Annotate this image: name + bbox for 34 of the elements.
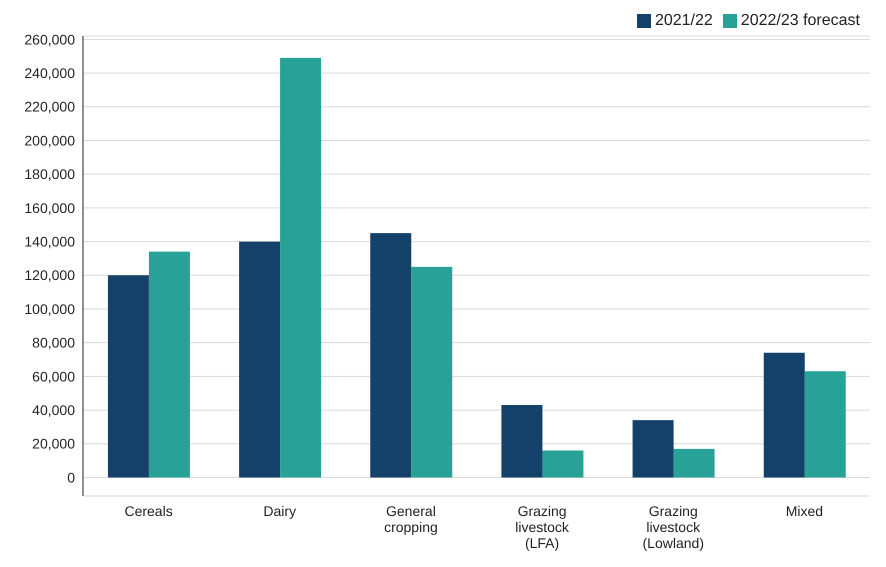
bar (674, 448, 715, 478)
bar (632, 420, 674, 478)
bar (542, 450, 584, 478)
x-tick-label: Cereals (124, 503, 173, 519)
x-tick-label: Grazing livestock (Lowland) (642, 503, 704, 551)
y-tick-label: 40,000 (32, 402, 76, 418)
bar (239, 242, 280, 478)
bar (370, 233, 412, 478)
x-tick-label: Dairy (263, 503, 296, 519)
y-tick-label: 240,000 (24, 65, 76, 82)
y-tick-label: 220,000 (24, 98, 76, 115)
y-tick-label: 200,000 (24, 132, 76, 148)
y-tick-label: 260,000 (24, 31, 76, 48)
bar (411, 266, 452, 478)
y-tick-label: 60,000 (32, 368, 76, 384)
y-tick-label: 180,000 (24, 166, 76, 182)
y-tick-label: 140,000 (24, 234, 76, 250)
y-tick-label: 100,000 (24, 300, 76, 317)
y-tick-label: 20,000 (32, 436, 76, 452)
legend-label: 2021/22 (654, 12, 713, 29)
bar (108, 275, 149, 478)
bar (804, 371, 846, 478)
x-tick-label: General cropping (384, 503, 438, 535)
x-tick-label: Mixed (786, 503, 824, 519)
legend-label: 2022/23 forecast (740, 12, 860, 29)
x-tick-label: Grazing livestock (LFA) (515, 503, 570, 551)
y-tick-label: 160,000 (24, 200, 76, 216)
y-tick-label: 120,000 (24, 267, 76, 284)
y-tick-label: 80,000 (32, 334, 76, 351)
bar (501, 405, 542, 478)
bar (148, 252, 190, 478)
bar (764, 352, 805, 478)
bar (280, 58, 322, 478)
y-tick-label: 0 (67, 469, 76, 486)
